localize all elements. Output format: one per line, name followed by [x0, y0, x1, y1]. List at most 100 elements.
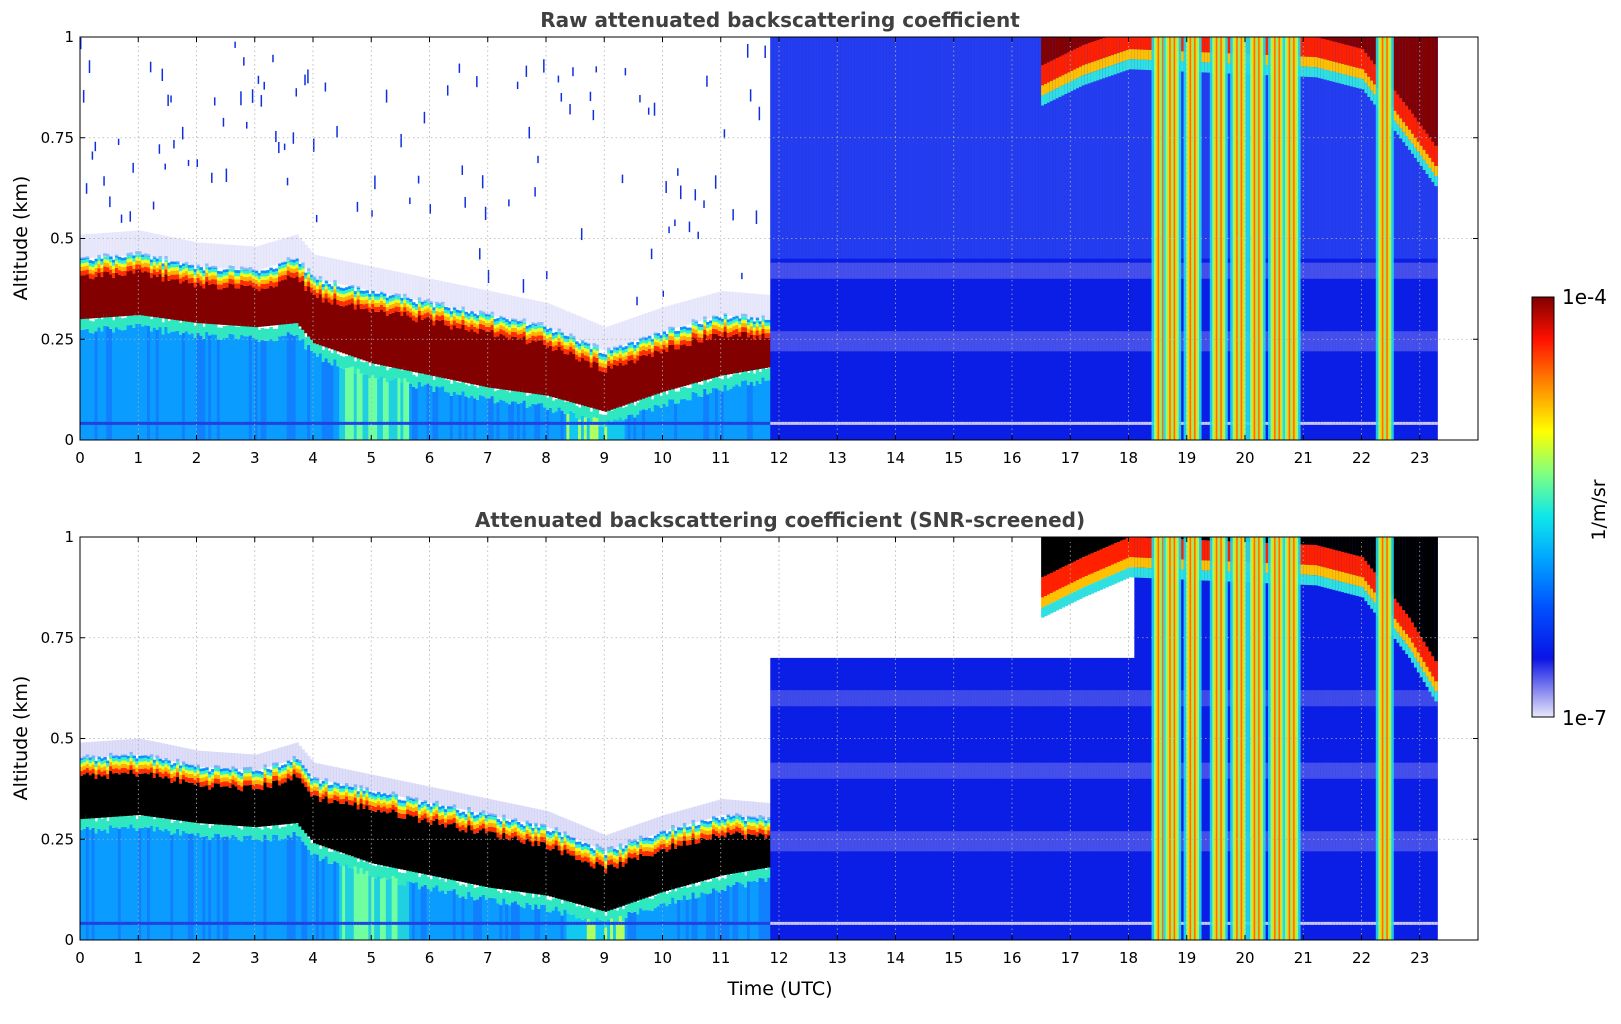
- heatmap-noise-speck: [246, 122, 248, 129]
- heatmap-noise-speck: [677, 168, 679, 176]
- heatmap-noise-speck: [296, 88, 298, 96]
- heatmap-noise-speck: [234, 42, 236, 48]
- heatmap-noise-speck: [153, 202, 155, 210]
- heatmap-noise-speck: [167, 95, 169, 106]
- heatmap-noise-speck: [164, 164, 166, 170]
- x-tick-label: 3: [250, 449, 260, 467]
- heatmap-noise-speck: [243, 57, 245, 65]
- heatmap-noise-speck: [639, 95, 641, 102]
- heatmap-cell-layer-upper-edge: [199, 267, 203, 270]
- heatmap-noise-speck: [275, 131, 277, 142]
- heatmap-noise-speck: [581, 228, 583, 240]
- heatmap-noise-speck: [523, 279, 525, 293]
- heatmap-noise-speck: [485, 207, 487, 220]
- heatmap-noise-speck: [103, 176, 105, 185]
- precipitation-shaft: [1256, 37, 1258, 440]
- heatmap-noise-speck: [182, 127, 184, 140]
- heatmap-cell-layer-upper-edge: [351, 288, 355, 291]
- heatmap-noise-speck: [307, 70, 309, 84]
- heatmap-noise-speck: [651, 249, 653, 260]
- x-tick-label: 14: [886, 449, 905, 467]
- x-tick-label: 1: [133, 449, 143, 467]
- precipitation-shaft: [1238, 37, 1240, 440]
- heatmap-noise-speck: [304, 75, 306, 86]
- heatmap-noise-speck: [697, 232, 699, 239]
- heatmap-noise-speck: [706, 76, 708, 87]
- heatmap-cell-overlap-line: [1434, 422, 1438, 425]
- heatmap-cell-layer-upper-edge: [663, 331, 667, 334]
- heatmap-noise-speck: [517, 82, 519, 89]
- heatmap-noise-speck: [447, 85, 449, 95]
- heatmap-noise-speck: [756, 210, 758, 224]
- heatmap-noise-speck: [689, 222, 691, 232]
- heatmap-noise-speck: [526, 66, 528, 77]
- heatmap-noise-speck: [764, 46, 766, 58]
- heatmap-noise-speck: [374, 175, 376, 189]
- heatmap-noise-speck: [109, 196, 111, 207]
- heatmap-noise-speck: [188, 160, 190, 166]
- heatmap-noise-speck: [261, 95, 263, 107]
- x-tick-label: 17: [1061, 449, 1080, 467]
- x-tick-label: 4: [308, 449, 318, 467]
- heatmap-noise-speck: [118, 139, 120, 145]
- heatmap-noise-speck: [409, 198, 411, 205]
- heatmap-noise-speck: [316, 215, 318, 222]
- x-tick-label: 0: [75, 449, 85, 467]
- heatmap-noise-speck: [86, 183, 88, 194]
- heatmap-noise-speck: [558, 76, 560, 83]
- heatmap-noise-speck: [543, 59, 545, 72]
- y-tick-label: 0.5: [50, 230, 74, 248]
- y-tick-label: 0.25: [41, 330, 74, 348]
- heatmap-noise-speck: [400, 134, 402, 147]
- panel-raw-ylabel: Altitude (km): [10, 176, 32, 301]
- x-tick-label: 21: [1294, 449, 1313, 467]
- heatmap-noise-speck: [386, 90, 388, 103]
- heatmap-noise-speck: [214, 97, 216, 105]
- heatmap-noise-speck: [83, 90, 85, 103]
- panel-raw: Raw attenuated backscattering coefficien…: [10, 8, 1478, 467]
- panel-screened-title: Attenuated backscattering coefficient (S…: [475, 508, 1085, 532]
- heatmap-noise-speck: [272, 55, 274, 62]
- heatmap-noise-speck: [750, 89, 752, 101]
- heatmap-noise-speck: [287, 178, 289, 186]
- heatmap-noise-speck: [759, 107, 761, 121]
- heatmap-cell-high-cloud: [1434, 176, 1438, 186]
- heatmap-noise-speck: [476, 76, 478, 87]
- heatmap-noise-speck: [537, 156, 539, 163]
- panel-screened-ylabel: Altitude (km): [10, 676, 32, 801]
- heatmap-noise-speck: [680, 186, 682, 200]
- heatmap-cell-layer-upper-edge: [301, 269, 305, 272]
- heatmap-cell-high-cloud: [1434, 37, 1438, 146]
- heatmap-noise-speck: [240, 91, 242, 105]
- heatmap-noise-speck: [665, 181, 667, 193]
- heatmap-noise-speck: [572, 67, 574, 76]
- heatmap-noise-speck: [284, 144, 286, 150]
- heatmap-noise-speck: [622, 175, 624, 184]
- heatmap-noise-speck: [92, 151, 94, 159]
- heatmap-noise-speck: [569, 104, 571, 114]
- heatmap-noise-speck: [703, 200, 705, 208]
- x-tick-label: 5: [366, 449, 376, 467]
- heatmap-cell-layer-upper-edge: [103, 757, 107, 760]
- x-tick-label: 6: [425, 449, 435, 467]
- heatmap-cell-layer-upper-edge: [724, 316, 728, 319]
- x-tick-label: 15: [944, 449, 963, 467]
- heatmap-noise-speck: [636, 297, 638, 306]
- heatmap-noise-speck: [357, 202, 359, 212]
- heatmap-cell-layer-upper-edge: [587, 346, 591, 349]
- heatmap-noise-speck: [596, 66, 598, 72]
- heatmap-cell-high-cloud: [1434, 146, 1438, 166]
- heatmap-cell-layer-upper-edge: [109, 256, 113, 259]
- heatmap-noise-speck: [459, 64, 461, 73]
- heatmap-noise-speck: [132, 163, 134, 173]
- heatmap-noise-speck: [648, 108, 650, 115]
- heatmap-noise-speck: [741, 273, 743, 279]
- heatmap-cell-striation: [1434, 263, 1438, 279]
- heatmap-cell-layer-upper-edge: [365, 290, 369, 293]
- heatmap-cell-layer-upper-edge: [430, 304, 434, 307]
- x-tick-label: 16: [1002, 449, 1021, 467]
- heatmap-noise-speck: [695, 189, 697, 200]
- y-tick-label: 1: [64, 28, 74, 46]
- heatmap-noise-speck: [418, 176, 420, 184]
